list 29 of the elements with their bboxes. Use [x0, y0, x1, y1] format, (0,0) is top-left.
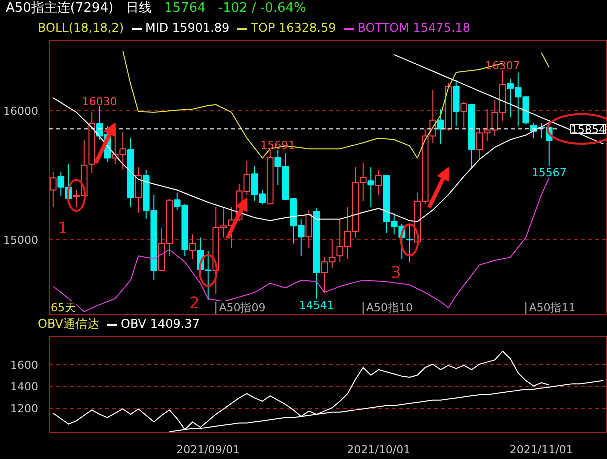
- annotation: 16307: [485, 60, 520, 73]
- annotation: A50指10: [366, 302, 414, 314]
- x-tick-label: 2021/09/01: [176, 444, 240, 456]
- annotation: 3: [391, 263, 402, 282]
- x-tick-label: 2021/11/01: [510, 444, 574, 456]
- annotation: 14541: [299, 298, 334, 312]
- annotation: A50指09: [219, 302, 266, 314]
- annotation: 2: [190, 294, 200, 313]
- legend-label: TOP 16328.59: [251, 21, 336, 35]
- annotation: 16030: [82, 95, 118, 108]
- y-tick-label: 1400: [10, 380, 39, 394]
- y-tick-label: 15000: [4, 234, 39, 248]
- legend-title: BOLL(18,18,2): [38, 21, 124, 35]
- annotation: 15567: [532, 166, 567, 180]
- text: -102 / -0.64%: [218, 1, 306, 16]
- annotation: 65天: [51, 302, 76, 314]
- y-tick-label: 16000: [4, 104, 39, 118]
- legend-label: BOTTOM 15475.18: [358, 21, 471, 35]
- y-tick-label: 1600: [10, 358, 39, 372]
- chart-subtitle: 日线: [126, 1, 152, 16]
- legend-title: OBV通信达: [38, 317, 100, 331]
- legend-label: OBV 1409.37: [121, 317, 200, 331]
- chart-title: A50指主连(7294): [6, 1, 114, 16]
- legend-label: MID 15901.89: [145, 21, 230, 35]
- text: 15764: [164, 1, 206, 16]
- annotation: A50指11: [529, 302, 576, 314]
- annotation: 1: [58, 218, 68, 238]
- x-tick-label: 2021/10/01: [347, 444, 411, 456]
- y-tick-label: 1200: [10, 402, 39, 416]
